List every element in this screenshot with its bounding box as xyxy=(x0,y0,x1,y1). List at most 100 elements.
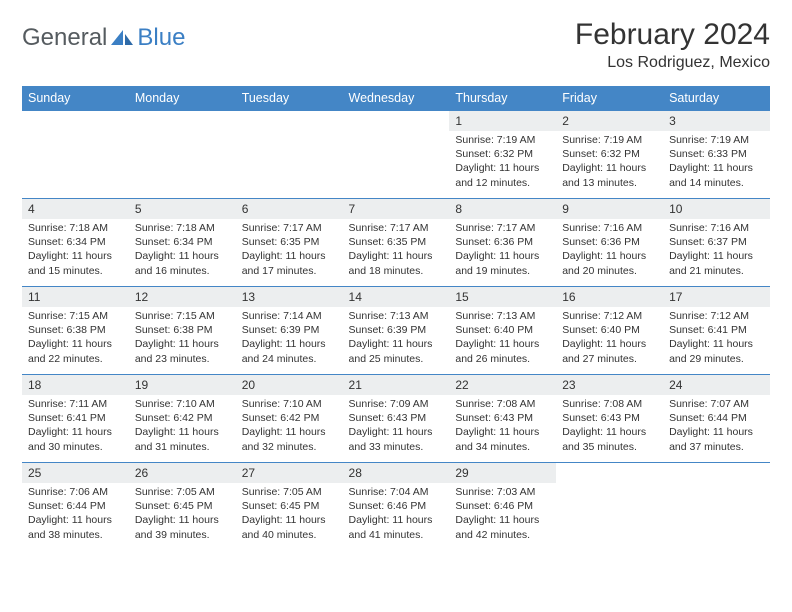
day-number: 2 xyxy=(556,111,663,131)
daylight-text: Daylight: 11 hours and 41 minutes. xyxy=(349,513,444,541)
sunset-text: Sunset: 6:38 PM xyxy=(28,323,123,337)
day-number: 22 xyxy=(449,375,556,395)
day-data: Sunrise: 7:12 AMSunset: 6:41 PMDaylight:… xyxy=(663,307,770,372)
sunset-text: Sunset: 6:40 PM xyxy=(455,323,550,337)
sunrise-text: Sunrise: 7:12 AM xyxy=(669,309,764,323)
calendar-cell: 24Sunrise: 7:07 AMSunset: 6:44 PMDayligh… xyxy=(663,375,770,463)
day-number: 20 xyxy=(236,375,343,395)
day-data: Sunrise: 7:05 AMSunset: 6:45 PMDaylight:… xyxy=(129,483,236,548)
sunset-text: Sunset: 6:42 PM xyxy=(135,411,230,425)
daylight-text: Daylight: 11 hours and 39 minutes. xyxy=(135,513,230,541)
calendar-cell: 9Sunrise: 7:16 AMSunset: 6:36 PMDaylight… xyxy=(556,199,663,287)
day-data: Sunrise: 7:07 AMSunset: 6:44 PMDaylight:… xyxy=(663,395,770,460)
daylight-text: Daylight: 11 hours and 26 minutes. xyxy=(455,337,550,365)
calendar-cell: 2 Sunrise: 7:19 AMSunset: 6:32 PMDaylight… xyxy=(556,111,663,199)
sunrise-text: Sunrise: 7:19 AM xyxy=(562,133,657,147)
logo-text-blue: Blue xyxy=(137,24,185,52)
sunrise-text: Sunrise: 7:03 AM xyxy=(455,485,550,499)
day-number: 9 xyxy=(556,199,663,219)
sunset-text: Sunset: 6:34 PM xyxy=(28,235,123,249)
logo-text-general: General xyxy=(22,24,107,52)
daylight-text: Daylight: 11 hours and 23 minutes. xyxy=(135,337,230,365)
sunset-text: Sunset: 6:46 PM xyxy=(455,499,550,513)
sunrise-text: Sunrise: 7:05 AM xyxy=(135,485,230,499)
calendar-cell: 12 Sunrise: 7:15 AMSunset: 6:38 PMDayligh… xyxy=(129,287,236,375)
day-number: 10 xyxy=(663,199,770,219)
day-number: 6 xyxy=(236,199,343,219)
day-header: Wednesday xyxy=(343,86,450,111)
sunrise-text: Sunrise: 7:18 AM xyxy=(28,221,123,235)
sunset-text: Sunset: 6:37 PM xyxy=(669,235,764,249)
day-data: Sunrise: 7:06 AMSunset: 6:44 PMDaylight:… xyxy=(22,483,129,548)
day-data: Sunrise: 7:17 AMSunset: 6:36 PMDaylight:… xyxy=(449,219,556,284)
daylight-text: Daylight: 11 hours and 42 minutes. xyxy=(455,513,550,541)
sunrise-text: Sunrise: 7:17 AM xyxy=(349,221,444,235)
sunset-text: Sunset: 6:42 PM xyxy=(242,411,337,425)
calendar-week-row: 18 Sunrise: 7:11 AMSunset: 6:41 PM Dayligh… xyxy=(22,375,770,463)
day-number: 5 xyxy=(129,199,236,219)
day-data: Sunrise: 7:12 AMSunset: 6:40 PMDaylight:… xyxy=(556,307,663,372)
day-data: Sunrise: 7:10 AMSunset: 6:42 PMDaylight:… xyxy=(236,395,343,460)
calendar-cell: 6Sunrise: 7:17 AMSunset: 6:35 PMDaylight… xyxy=(236,199,343,287)
daylight-text: Daylight: 11 hours and 18 minutes. xyxy=(349,249,444,277)
sunset-text: Sunset: 6:35 PM xyxy=(349,235,444,249)
sunset-text: Sunset: 6:43 PM xyxy=(562,411,657,425)
calendar-cell xyxy=(556,463,663,551)
day-data: Sunrise: 7:09 AMSunset: 6:43 PMDaylight:… xyxy=(343,395,450,460)
daylight-text: Daylight: 11 hours and 13 minutes. xyxy=(562,161,657,189)
month-title: February 2024 xyxy=(575,18,770,52)
day-header: Tuesday xyxy=(236,86,343,111)
day-number: 12 xyxy=(129,287,236,307)
day-number: 7 xyxy=(343,199,450,219)
sunrise-text: Sunrise: 7:15 AM xyxy=(28,309,123,323)
daylight-text: Daylight: 11 hours and 20 minutes. xyxy=(562,249,657,277)
daylight-text: Daylight: 11 hours and 38 minutes. xyxy=(28,513,123,541)
day-data: Sunrise: 7:10 AMSunset: 6:42 PMDaylight:… xyxy=(129,395,236,460)
sunrise-text: Sunrise: 7:17 AM xyxy=(242,221,337,235)
sunset-text: Sunset: 6:41 PM xyxy=(28,411,123,425)
day-data: Sunrise: 7:08 AMSunset: 6:43 PMDaylight:… xyxy=(556,395,663,460)
sunrise-text: Sunrise: 7:12 AM xyxy=(562,309,657,323)
daylight-text: Daylight: 11 hours and 37 minutes. xyxy=(669,425,764,453)
sunset-text: Sunset: 6:34 PM xyxy=(135,235,230,249)
daylight-text: Daylight: 11 hours and 15 minutes. xyxy=(28,249,123,277)
day-header: Friday xyxy=(556,86,663,111)
calendar-cell: 22Sunrise: 7:08 AMSunset: 6:43 PMDayligh… xyxy=(449,375,556,463)
day-number: 26 xyxy=(129,463,236,483)
calendar-cell xyxy=(236,111,343,199)
calendar-cell: 26Sunrise: 7:05 AMSunset: 6:45 PMDayligh… xyxy=(129,463,236,551)
sunrise-text: Sunrise: 7:07 AM xyxy=(669,397,764,411)
calendar-week-row: 4Sunrise: 7:18 AMSunset: 6:34 PMDaylight… xyxy=(22,199,770,287)
sunset-text: Sunset: 6:39 PM xyxy=(349,323,444,337)
sunset-text: Sunset: 6:38 PM xyxy=(135,323,230,337)
day-number: 11 xyxy=(22,287,129,307)
day-data: Sunrise: 7:14 AMSunset: 6:39 PMDaylight:… xyxy=(236,307,343,372)
day-header: Sunday xyxy=(22,86,129,111)
calendar-cell: 28Sunrise: 7:04 AMSunset: 6:46 PMDayligh… xyxy=(343,463,450,551)
day-data: Sunrise: 7:18 AMSunset: 6:34 PMDaylight:… xyxy=(22,219,129,284)
day-data: Sunrise: 7:16 AMSunset: 6:37 PMDaylight:… xyxy=(663,219,770,284)
sunset-text: Sunset: 6:32 PM xyxy=(562,147,657,161)
calendar-cell: 19Sunrise: 7:10 AMSunset: 6:42 PMDayligh… xyxy=(129,375,236,463)
day-number: 4 xyxy=(22,199,129,219)
calendar-cell: 3Sunrise: 7:19 AMSunset: 6:33 PMDaylight… xyxy=(663,111,770,199)
day-number: 14 xyxy=(343,287,450,307)
day-number: 19 xyxy=(129,375,236,395)
calendar-cell: 20Sunrise: 7:10 AMSunset: 6:42 PMDayligh… xyxy=(236,375,343,463)
day-number: 25 xyxy=(22,463,129,483)
sunrise-text: Sunrise: 7:10 AM xyxy=(242,397,337,411)
sunset-text: Sunset: 6:32 PM xyxy=(455,147,550,161)
daylight-text: Daylight: 11 hours and 32 minutes. xyxy=(242,425,337,453)
day-number: 18 xyxy=(22,375,129,395)
calendar-cell: 29Sunrise: 7:03 AMSunset: 6:46 PMDayligh… xyxy=(449,463,556,551)
logo: General Blue xyxy=(22,18,185,52)
sunrise-text: Sunrise: 7:11 AM xyxy=(28,397,123,411)
sunset-text: Sunset: 6:43 PM xyxy=(349,411,444,425)
sunrise-text: Sunrise: 7:15 AM xyxy=(135,309,230,323)
calendar-cell: 13Sunrise: 7:14 AMSunset: 6:39 PMDayligh… xyxy=(236,287,343,375)
daylight-text: Daylight: 11 hours and 25 minutes. xyxy=(349,337,444,365)
sunrise-text: Sunrise: 7:18 AM xyxy=(135,221,230,235)
day-number: 23 xyxy=(556,375,663,395)
daylight-text: Daylight: 11 hours and 16 minutes. xyxy=(135,249,230,277)
sunset-text: Sunset: 6:39 PM xyxy=(242,323,337,337)
